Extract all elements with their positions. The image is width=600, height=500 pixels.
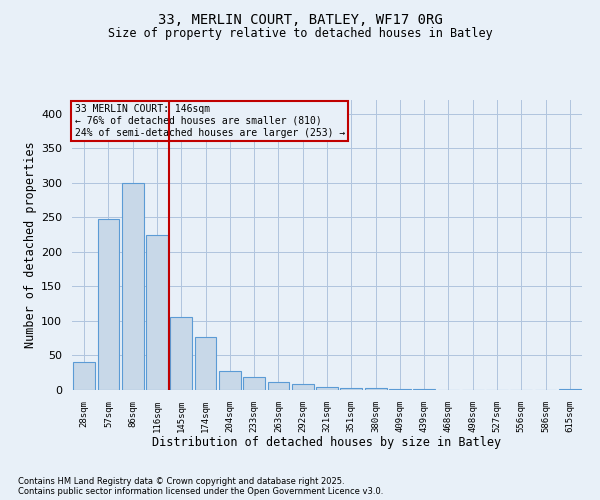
Bar	[73, 362, 95, 390]
Bar	[413, 388, 435, 390]
Bar	[146, 234, 168, 390]
Bar	[316, 387, 338, 390]
Bar	[365, 388, 386, 390]
Bar	[340, 388, 362, 390]
Text: Size of property relative to detached houses in Batley: Size of property relative to detached ho…	[107, 28, 493, 40]
Bar	[97, 219, 119, 390]
Bar	[292, 384, 314, 390]
Text: Contains public sector information licensed under the Open Government Licence v3: Contains public sector information licen…	[18, 487, 383, 496]
Bar	[194, 337, 217, 390]
Bar	[219, 370, 241, 390]
Bar	[559, 388, 581, 390]
Bar	[243, 377, 265, 390]
Bar	[122, 183, 143, 390]
Text: 33, MERLIN COURT, BATLEY, WF17 0RG: 33, MERLIN COURT, BATLEY, WF17 0RG	[158, 12, 442, 26]
Bar	[170, 317, 192, 390]
X-axis label: Distribution of detached houses by size in Batley: Distribution of detached houses by size …	[152, 436, 502, 449]
Bar	[268, 382, 289, 390]
Y-axis label: Number of detached properties: Number of detached properties	[24, 142, 37, 348]
Text: 33 MERLIN COURT: 146sqm
← 76% of detached houses are smaller (810)
24% of semi-d: 33 MERLIN COURT: 146sqm ← 76% of detache…	[74, 104, 345, 138]
Bar	[389, 388, 411, 390]
Text: Contains HM Land Registry data © Crown copyright and database right 2025.: Contains HM Land Registry data © Crown c…	[18, 477, 344, 486]
